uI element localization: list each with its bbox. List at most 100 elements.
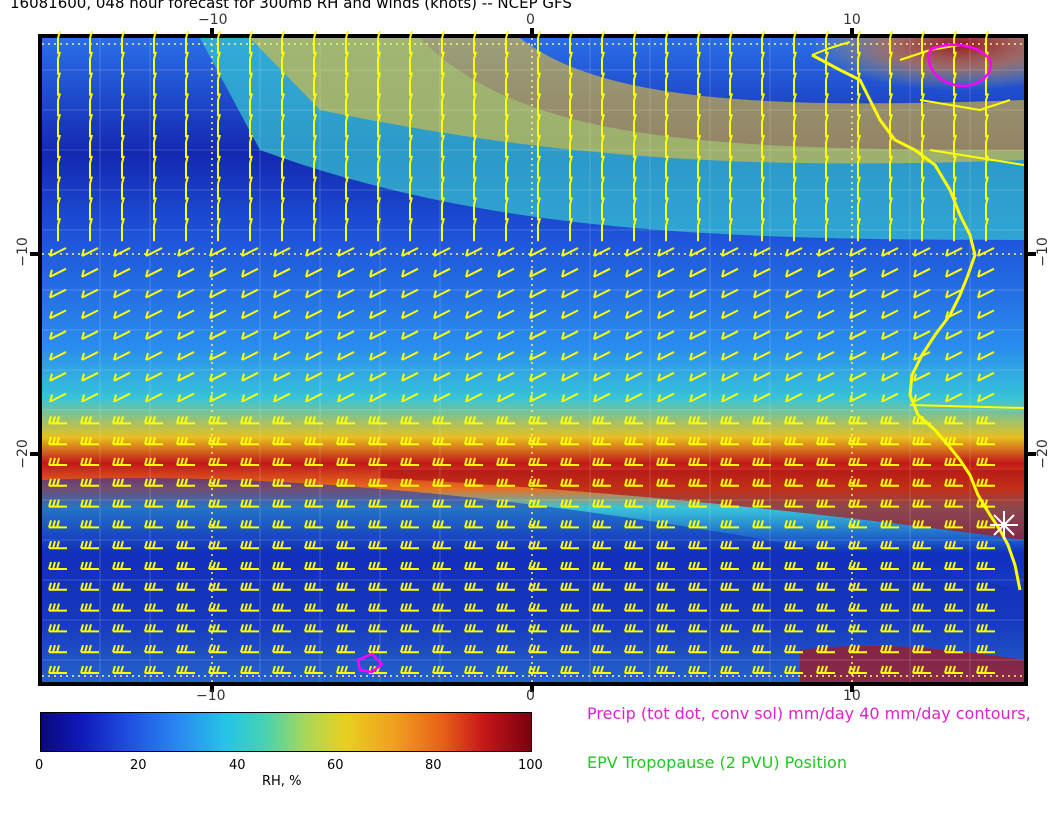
wind-barb [153,113,157,138]
wind-barb [121,217,125,242]
wind-barb [185,30,189,54]
wind-barb [369,247,387,257]
wind-barb [281,72,285,96]
wind-barb [48,499,67,508]
wind-barb [336,436,355,446]
wind-barb [112,436,131,446]
wind-barb [880,436,899,446]
wind-barb [857,176,861,200]
wind-barb [857,155,861,179]
wind-barb [785,392,803,403]
wind-barb [752,540,771,550]
wind-barb [432,582,451,591]
wind-barb [505,176,509,200]
wind-barb [848,644,867,654]
wind-barb [368,644,387,654]
map-title: 16081600, 048 hour forecast for 300mb RH… [10,0,572,12]
wind-barb [793,134,797,158]
wind-barb [720,457,739,466]
wind-barb [400,582,419,591]
wind-barb [304,540,323,550]
wind-barb [473,51,477,75]
wind-barb [625,330,643,341]
wind-barb [400,457,419,466]
wind-barbs [48,30,995,674]
wind-barb [496,478,515,487]
wind-barb [569,155,573,179]
wind-barb [656,520,675,529]
wind-barb [249,197,253,221]
wind-barb [720,499,739,508]
wind-barb [272,499,291,508]
wind-barb [153,51,157,75]
wind-barb [401,288,419,299]
wind-barb [977,309,995,320]
wind-barb [945,288,963,299]
wind-barb [400,499,419,508]
wind-barb [144,582,163,591]
wind-barb [80,665,99,674]
wind-barb [785,371,803,382]
wind-barb [528,499,547,508]
wind-barb [208,582,227,591]
y-tick-left-lower: −20 [14,439,31,469]
wind-barb [561,330,579,341]
wind-barb [368,457,387,466]
wind-barb [241,288,259,299]
wind-barb [720,416,739,425]
wind-barb [473,134,477,158]
wind-barb [752,416,771,425]
wind-barb [729,30,733,54]
wind-barb [761,93,765,117]
wind-barb [432,603,451,612]
wind-barb [304,665,323,674]
wind-barb [241,392,259,403]
wind-barb [497,392,515,403]
wind-barb [945,267,963,278]
wind-barb [528,540,547,550]
wind-barb [496,561,515,570]
wind-barb [657,309,675,320]
wind-barb [441,197,445,221]
wind-barb [624,624,643,633]
wind-barb [249,30,253,54]
wind-barb [208,436,227,446]
wind-barb [57,197,61,221]
x-tick-bottom-left: −10 [196,688,226,704]
wind-barb [817,330,835,341]
precip-contour [927,43,992,88]
wind-barb [48,478,67,487]
wind-barb [793,197,797,221]
wind-barb [720,603,739,612]
wind-barb [857,134,861,158]
wind-barb [953,217,957,242]
wind-barb [377,197,381,221]
wind-barb [880,644,899,654]
wind-barb [793,30,797,54]
wind-barb [665,155,669,179]
wind-barb [688,416,707,425]
wind-barb [400,603,419,612]
wind-barb [985,197,989,221]
wind-barb [825,93,829,117]
wind-barb [377,155,381,179]
wind-barb [688,540,707,550]
wind-barb [209,247,227,257]
wind-barb [208,665,227,674]
wind-barb [345,155,349,179]
wind-barb [144,561,163,570]
wind-barb [432,561,451,570]
wind-barb [281,176,285,200]
wind-barb [496,436,515,446]
wind-barb [505,113,509,138]
wind-barb [912,499,931,508]
wind-barb [569,30,573,54]
wind-barb [209,330,227,341]
wind-barb [601,134,605,158]
wind-barb [80,603,99,612]
wind-barb [720,624,739,633]
wind-barb [209,309,227,320]
wind-barb [656,603,675,612]
wind-barb [240,457,259,466]
wind-barb [465,351,483,361]
